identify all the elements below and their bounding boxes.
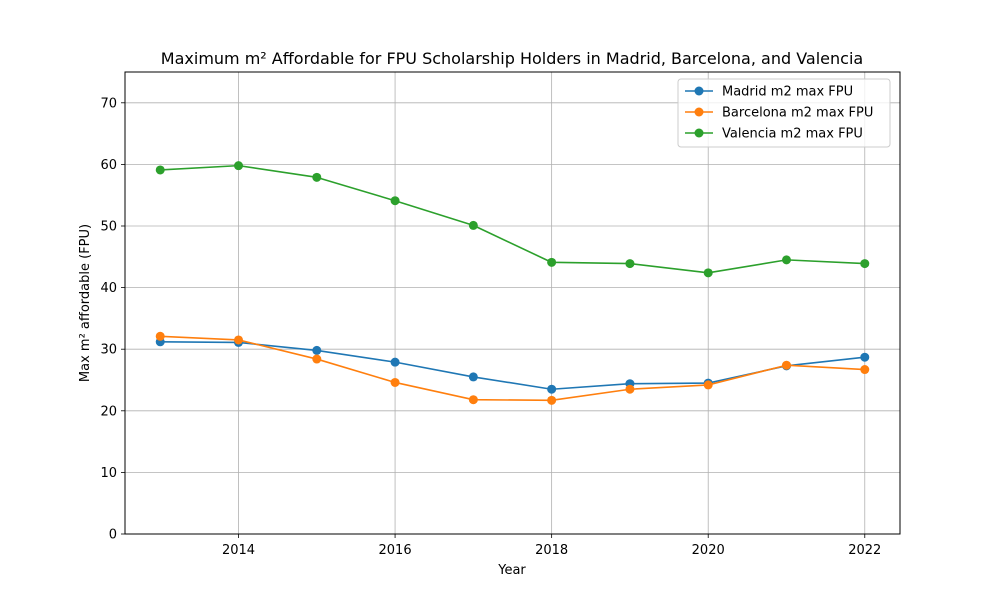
legend-item-madrid: Madrid m2 max FPU — [685, 85, 853, 100]
data-point-madrid — [390, 357, 400, 367]
data-point-barcelona — [781, 360, 791, 370]
legend-marker-madrid — [694, 86, 704, 96]
data-point-barcelona — [234, 335, 244, 345]
data-point-madrid — [547, 384, 557, 394]
series-barcelona — [155, 331, 870, 405]
series-line-barcelona — [160, 335, 865, 402]
legend-label-barcelona: Barcelona m2 max FPU — [722, 106, 873, 121]
legend: Madrid m2 max FPU Barcelona m2 max FPU Val… — [677, 78, 891, 148]
plot-frame — [124, 71, 901, 535]
y-tick-label: 20 — [100, 404, 117, 419]
data-point-barcelona — [155, 331, 165, 341]
x-tick-label: 2016 — [379, 543, 412, 558]
legend-marker-valencia — [694, 128, 704, 138]
x-tick-label: 2014 — [222, 543, 255, 558]
x-tick-label: 2020 — [692, 543, 725, 558]
x-axis-label: Year — [497, 563, 526, 578]
data-point-barcelona — [312, 354, 322, 364]
data-point-valencia — [781, 255, 791, 265]
y-tick-label: 60 — [100, 158, 117, 173]
y-tick-label: 50 — [100, 220, 117, 235]
series-valencia — [155, 161, 870, 278]
data-series — [155, 161, 870, 405]
y-tick-label: 70 — [100, 96, 117, 111]
data-point-madrid — [312, 345, 322, 355]
data-point-barcelona — [390, 377, 400, 387]
data-point-barcelona — [860, 365, 870, 375]
data-point-valencia — [547, 257, 557, 267]
data-point-valencia — [860, 259, 870, 269]
y-axis-label: Max m² affordable (FPU) — [78, 224, 93, 382]
y-tick-label: 30 — [100, 343, 117, 358]
data-point-barcelona — [625, 384, 635, 394]
series-line-valencia — [160, 164, 865, 274]
y-tick-label: 10 — [100, 466, 117, 481]
data-point-barcelona — [703, 380, 713, 390]
data-point-madrid — [468, 372, 478, 382]
legend-box — [677, 78, 891, 148]
x-tick-label: 2018 — [535, 543, 568, 558]
legend-label-valencia: Valencia m2 max FPU — [722, 127, 863, 142]
legend-item-valencia: Valencia m2 max FPU — [685, 127, 863, 142]
data-point-barcelona — [468, 395, 478, 405]
legend-label-madrid: Madrid m2 max FPU — [722, 85, 853, 100]
legend-marker-barcelona — [694, 107, 704, 117]
data-point-valencia — [234, 161, 244, 171]
y-tick-label: 0 — [109, 528, 117, 543]
y-tick-label: 40 — [100, 281, 117, 296]
data-point-valencia — [468, 220, 478, 230]
x-tick-label: 2022 — [848, 543, 881, 558]
data-point-barcelona — [547, 395, 557, 405]
data-point-valencia — [390, 196, 400, 206]
data-point-valencia — [625, 259, 635, 269]
chart-title: Maximum m² Affordable for FPU Scholarshi… — [161, 49, 863, 68]
legend-item-barcelona: Barcelona m2 max FPU — [685, 106, 873, 121]
data-point-valencia — [155, 165, 165, 175]
axes: 2014 2016 2018 2020 2022 0 10 20 30 40 50 60 70 — [100, 96, 881, 558]
data-point-valencia — [703, 268, 713, 278]
data-point-madrid — [860, 352, 870, 362]
data-point-valencia — [312, 172, 322, 182]
